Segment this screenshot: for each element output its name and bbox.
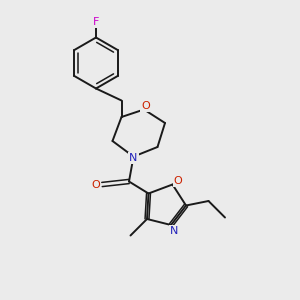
Text: O: O bbox=[91, 179, 100, 190]
Text: N: N bbox=[170, 226, 178, 236]
Text: N: N bbox=[129, 153, 138, 163]
Text: O: O bbox=[173, 176, 182, 187]
Text: F: F bbox=[93, 17, 99, 27]
Text: O: O bbox=[141, 101, 150, 111]
